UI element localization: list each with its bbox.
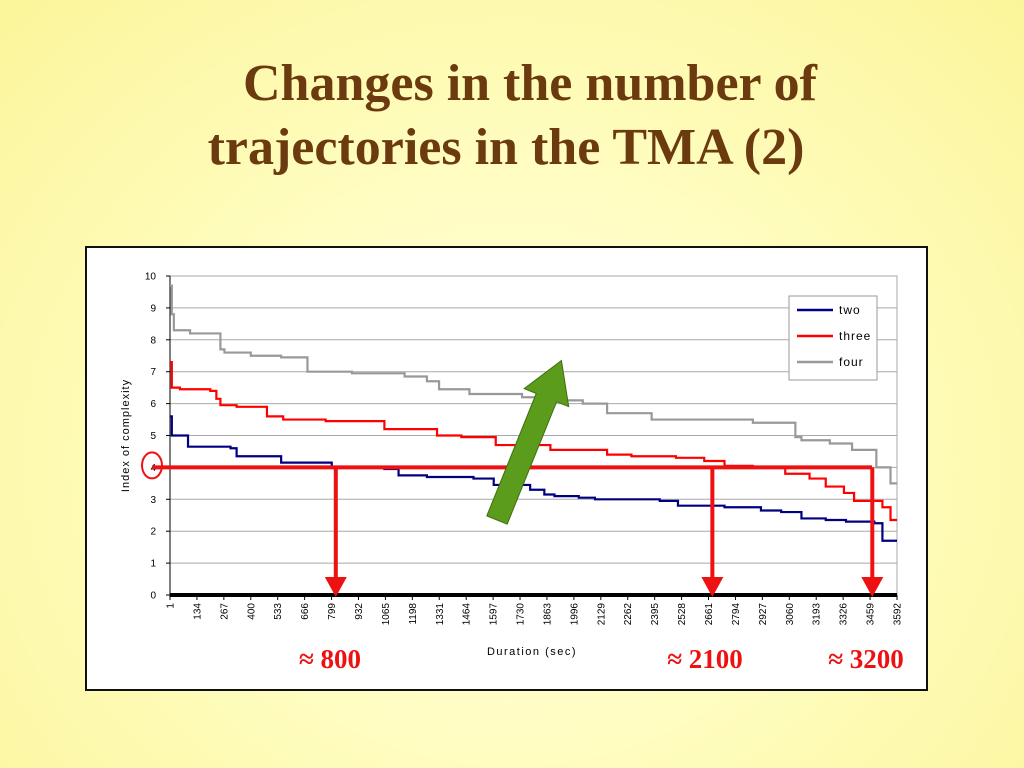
y-tick-label: 9: [150, 303, 156, 314]
legend-label-three: three: [839, 329, 871, 343]
y-tick-label: 7: [150, 367, 156, 378]
x-tick-label: 533: [273, 603, 284, 620]
x-tick-label: 3060: [785, 603, 796, 626]
x-tick-label: 2395: [650, 603, 661, 626]
x-tick-label: 932: [354, 603, 365, 620]
green-arrow: [486, 359, 570, 525]
x-tick-label: 2927: [758, 603, 769, 626]
y-tick-label: 1: [150, 559, 156, 570]
y-tick-label: 0: [150, 591, 156, 602]
y-tick-label: 6: [150, 399, 156, 410]
title-line-1: Changes in the number of: [242, 55, 817, 112]
approx-label: ≈ 2100: [667, 644, 743, 674]
y-tick-label: 8: [150, 335, 156, 346]
drop-arrow-head: [701, 577, 724, 597]
x-tick-label: 3193: [812, 603, 823, 626]
x-tick-label: 2661: [704, 603, 715, 626]
legend-label-four: four: [839, 355, 864, 369]
x-tick-label: 3592: [893, 603, 904, 626]
y-axis-title: Index of complexity: [120, 379, 132, 492]
y-tick-label: 3: [150, 495, 156, 506]
x-tick-label: 1863: [542, 603, 553, 626]
x-tick-label: 1464: [462, 603, 473, 626]
y-tick-label: 2: [150, 527, 156, 538]
x-axis-title: Duration (sec): [487, 646, 577, 658]
x-tick-label: 267: [219, 603, 230, 620]
y-tick-label: 10: [145, 272, 157, 283]
x-tick-label: 3326: [839, 603, 850, 626]
x-tick-label: 2262: [623, 603, 634, 626]
x-tick-label: 1996: [569, 603, 580, 626]
x-tick-label: 1597: [489, 603, 500, 626]
title-line-2: trajectories in the TMA (2): [207, 119, 805, 176]
y-tick-label: 5: [150, 431, 156, 442]
x-tick-label: 1: [166, 603, 177, 609]
legend-label-two: two: [839, 303, 861, 317]
x-tick-label: 3459: [866, 603, 877, 626]
x-tick-label: 799: [327, 603, 338, 620]
x-tick-label: 666: [300, 603, 311, 620]
x-tick-label: 2129: [596, 603, 607, 626]
threshold-circle: [141, 451, 163, 480]
drop-arrow-head: [324, 577, 347, 597]
x-tick-label: 1198: [408, 603, 419, 625]
x-tick-label: 400: [246, 603, 257, 620]
series-line-two: [170, 415, 897, 542]
x-tick-label: 1065: [381, 603, 392, 626]
x-tick-label: 2528: [677, 603, 688, 626]
slide-title: Changes in the number of trajectories in…: [0, 52, 1024, 180]
x-tick-label: 134: [192, 603, 203, 620]
drop-arrow-head: [861, 577, 884, 597]
approx-label: ≈ 3200: [828, 644, 904, 674]
x-tick-label: 1331: [435, 603, 446, 626]
x-tick-label: 1730: [516, 603, 527, 626]
series-line-four: [170, 284, 897, 485]
series-line-three: [170, 361, 897, 522]
x-tick-label: 2794: [731, 603, 742, 626]
approx-label: ≈ 800: [299, 644, 361, 674]
green-arrow-shape: [486, 359, 570, 525]
